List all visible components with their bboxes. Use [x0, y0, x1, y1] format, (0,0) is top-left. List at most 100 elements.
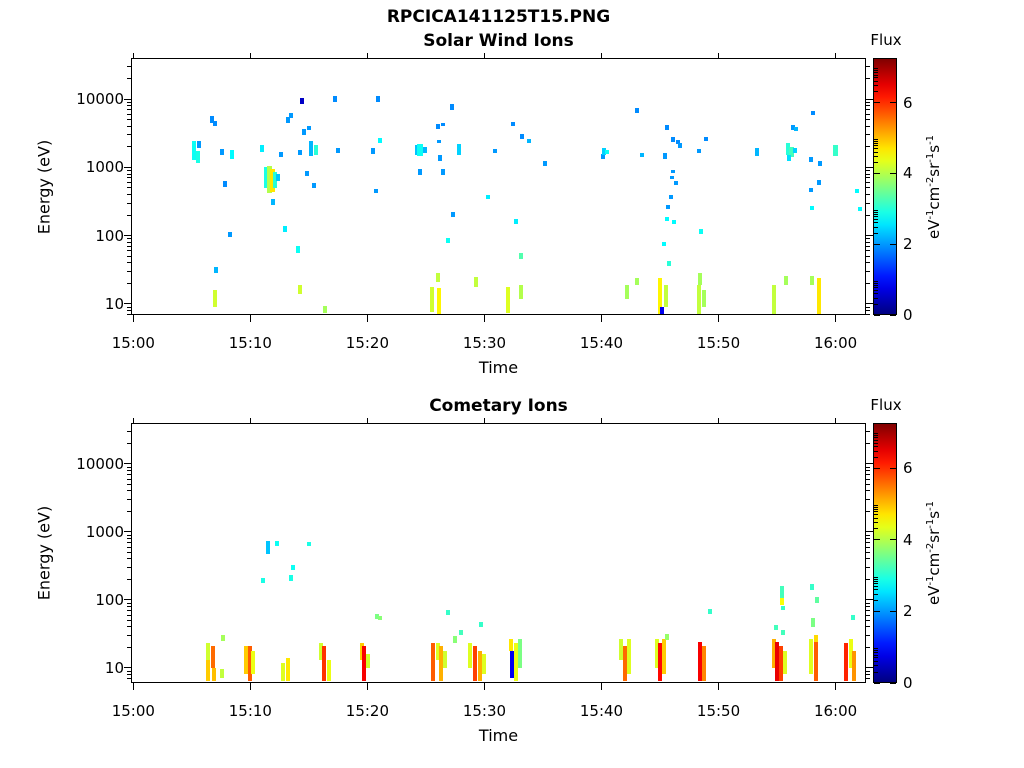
- y-tick: [124, 667, 131, 669]
- y-minor-tick: [127, 551, 131, 553]
- data-mark: [195, 150, 200, 164]
- data-mark: [818, 160, 823, 166]
- y-tick-label: 10000: [76, 90, 124, 109]
- unit-base: s: [925, 144, 943, 153]
- data-mark: [442, 650, 447, 668]
- x-tick-label: 15:00: [111, 334, 155, 352]
- y-minor-tick: [127, 498, 131, 500]
- data-mark: [446, 238, 451, 244]
- y-minor-tick: [127, 478, 131, 480]
- data-mark: [514, 219, 519, 224]
- data-mark: [702, 290, 707, 308]
- colorbar-minor-tick: [874, 145, 878, 147]
- flux-label-top: Flux: [870, 31, 902, 49]
- data-mark: [213, 290, 218, 308]
- data-mark: [773, 624, 778, 631]
- y-tick-right: [866, 166, 873, 168]
- y-minor-tick-right: [866, 498, 870, 500]
- y-minor-tick-right: [866, 238, 870, 240]
- data-mark: [485, 194, 490, 199]
- y-minor-tick-right: [866, 614, 870, 616]
- y-tick-label: 10: [104, 294, 124, 313]
- y-minor-tick-right: [866, 541, 870, 543]
- data-mark: [786, 155, 791, 161]
- y-minor-tick: [127, 238, 131, 240]
- data-mark: [697, 273, 702, 285]
- colorbar-tick-label: 0: [903, 306, 913, 324]
- data-mark: [792, 148, 797, 154]
- y-minor-tick-right: [866, 187, 870, 189]
- x-tick-top: [366, 53, 368, 58]
- unit-exponent: -2: [925, 176, 936, 187]
- data-mark: [192, 141, 197, 160]
- colorbar-minor-tick: [874, 233, 878, 235]
- x-tick-label: 15:10: [228, 702, 272, 720]
- y-tick-right: [866, 98, 873, 100]
- data-mark: [785, 142, 790, 156]
- y-tick-right: [866, 599, 873, 601]
- data-mark: [788, 146, 794, 158]
- data-mark: [302, 129, 307, 135]
- colorbar-minor-tick: [874, 514, 878, 516]
- data-mark: [441, 168, 446, 175]
- colorbar-minor-tick: [874, 156, 878, 157]
- colorbar-minor-tick: [874, 508, 878, 510]
- y-minor-tick: [127, 306, 131, 308]
- y-minor-tick-right: [866, 134, 870, 136]
- y-minor-tick-right: [866, 241, 870, 243]
- data-mark: [780, 598, 785, 605]
- data-mark: [666, 204, 671, 209]
- y-minor-tick: [127, 241, 131, 243]
- y-minor-tick-right: [866, 306, 870, 308]
- colorbar-minor-tick: [874, 442, 878, 444]
- colorbar-minor-tick: [874, 593, 878, 595]
- y-minor-tick: [127, 466, 131, 468]
- y-minor-tick: [127, 202, 131, 204]
- data-mark: [456, 144, 461, 156]
- data-mark: [668, 194, 673, 199]
- colorbar-minor-tick: [874, 446, 878, 448]
- y-minor-tick-right: [866, 606, 870, 607]
- data-mark: [771, 284, 776, 314]
- data-mark: [304, 170, 309, 176]
- y-minor-tick: [127, 177, 131, 179]
- y-tick: [124, 98, 131, 100]
- y-minor-tick: [127, 134, 131, 136]
- data-mark: [665, 124, 670, 131]
- y-tick: [124, 463, 131, 465]
- data-mark: [265, 540, 270, 555]
- colorbar-minor-tick: [874, 303, 878, 305]
- data-mark: [332, 96, 337, 103]
- y-minor-tick: [127, 473, 131, 475]
- data-mark: [435, 273, 440, 282]
- data-mark: [670, 137, 675, 143]
- unit-exponent: -1: [925, 518, 936, 529]
- colorbar-tick-label: 2: [903, 235, 913, 254]
- colorbar-minor-tick: [874, 654, 878, 656]
- colorbar-tick-right: [890, 172, 896, 174]
- data-mark: [696, 149, 701, 154]
- data-mark: [663, 284, 668, 308]
- x-tick: [835, 683, 837, 690]
- data-mark: [435, 643, 440, 661]
- x-tick-top: [249, 418, 251, 423]
- data-mark: [814, 597, 819, 604]
- colorbar-tick-label: 0: [903, 674, 913, 692]
- colorbar-tick: [874, 102, 880, 104]
- x-tick-top: [600, 53, 602, 58]
- y-tick: [124, 166, 131, 168]
- data-mark: [429, 286, 434, 313]
- y-minor-tick-right: [866, 538, 870, 540]
- data-mark: [659, 307, 664, 314]
- data-mark: [510, 121, 515, 127]
- unit-exponent: -1: [925, 134, 936, 145]
- colorbar-minor-tick: [874, 280, 878, 282]
- data-mark: [228, 231, 233, 238]
- y-minor-tick-right: [866, 119, 870, 121]
- data-mark: [814, 635, 819, 643]
- x-tick: [600, 683, 602, 690]
- y-minor-tick: [127, 602, 131, 604]
- y-minor-tick-right: [866, 546, 870, 548]
- y-tick: [124, 531, 131, 533]
